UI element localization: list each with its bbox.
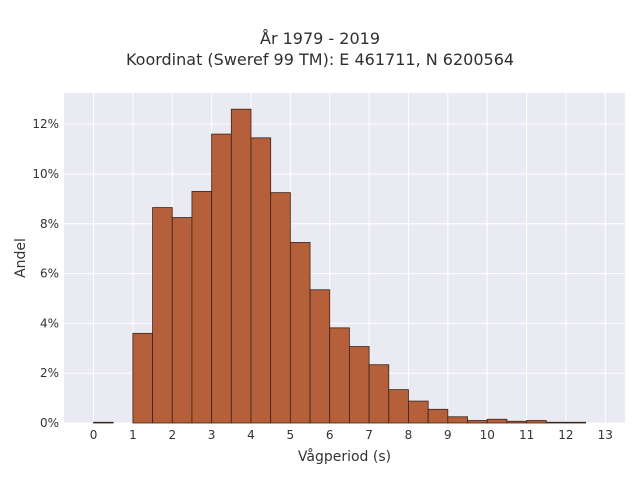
histogram-bar (408, 400, 429, 424)
x-tick-label: 0 (90, 428, 98, 442)
histogram-bar (230, 108, 252, 424)
y-axis-ticks: 0% 2% 4% 6% 8% 10% 12% (32, 117, 59, 430)
chart-title: År 1979 - 2019 (260, 29, 380, 48)
histogram-bar (93, 421, 114, 424)
x-tick-label: 13 (598, 428, 613, 442)
y-tick-label: 4% (40, 316, 59, 330)
x-tick-label: 1 (129, 428, 137, 442)
y-tick-label: 12% (32, 117, 59, 131)
histogram-bar (427, 408, 449, 424)
y-axis-label: Andel (13, 238, 29, 278)
histogram-bar (565, 421, 587, 424)
histogram-bar (152, 207, 173, 424)
x-tick-label: 7 (365, 428, 373, 442)
histogram-bar (447, 416, 468, 424)
chart-subtitle: Koordinat (Sweref 99 TM): E 461711, N 62… (125, 50, 515, 69)
histogram-bars (93, 108, 587, 424)
histogram-bar (211, 133, 232, 424)
x-tick-label: 10 (480, 428, 495, 442)
histogram-bar (467, 420, 488, 424)
histogram-bar (191, 190, 213, 424)
histogram-bar (270, 192, 291, 424)
histogram-bar (368, 364, 390, 424)
x-tick-label: 3 (208, 428, 216, 442)
x-tick-label: 8 (405, 428, 413, 442)
x-tick-label: 2 (168, 428, 176, 442)
histogram-bar (289, 242, 311, 424)
x-tick-label: 11 (519, 428, 534, 442)
y-tick-label: 2% (40, 366, 59, 380)
y-tick-label: 0% (40, 416, 59, 430)
histogram-bar (171, 217, 193, 424)
x-tick-label: 4 (247, 428, 255, 442)
histogram-bar (349, 346, 370, 424)
x-axis-ticks: 0 1 2 3 4 5 6 7 8 9 10 11 12 13 (90, 428, 613, 442)
histogram-bar (309, 289, 331, 424)
x-tick-label: 6 (326, 428, 334, 442)
x-tick-label: 5 (287, 428, 295, 442)
y-tick-label: 6% (40, 267, 59, 281)
histogram-bar (506, 420, 527, 424)
histogram-bar (329, 327, 350, 424)
histogram-bar (545, 421, 567, 424)
histogram-bar (526, 420, 547, 424)
histogram-bar (132, 332, 153, 424)
histogram-bar (250, 137, 272, 424)
x-tick-label: 9 (444, 428, 452, 442)
histogram-bar (486, 418, 508, 424)
y-tick-label: 10% (32, 167, 59, 181)
x-tick-label: 12 (558, 428, 573, 442)
x-axis-label: Vågperiod (s) (298, 448, 391, 465)
histogram-bar (388, 389, 409, 424)
y-tick-label: 8% (40, 217, 59, 231)
